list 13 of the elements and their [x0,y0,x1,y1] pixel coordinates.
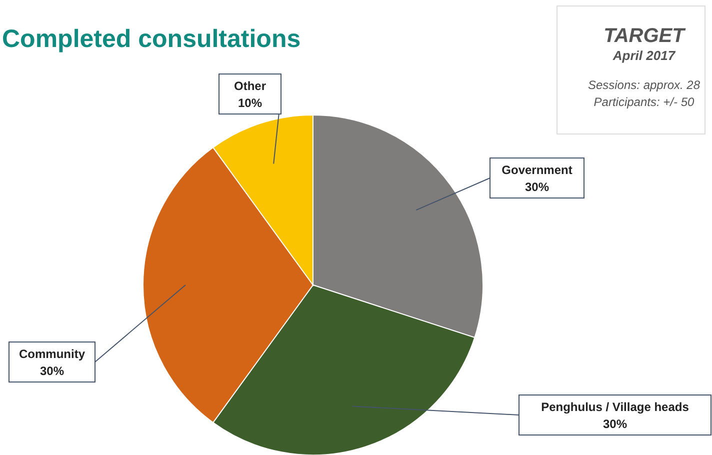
slice-label: Other [234,79,266,93]
data-label: 30% [602,417,628,431]
data-label: 10% [238,96,262,110]
text: Sessions: approx. 28 [588,78,700,92]
data-label: 30% [40,364,64,378]
slice-label: Government [502,163,572,177]
text: TARGET [604,25,686,47]
text: April 2017 [612,48,676,63]
slice-label: Community [19,347,86,361]
chart-title: Completed consultations [2,25,301,53]
text: Participants: +/- 50 [594,95,695,109]
data-label: 30% [524,180,550,194]
slice-label: Penghulus / Village heads [541,400,690,414]
